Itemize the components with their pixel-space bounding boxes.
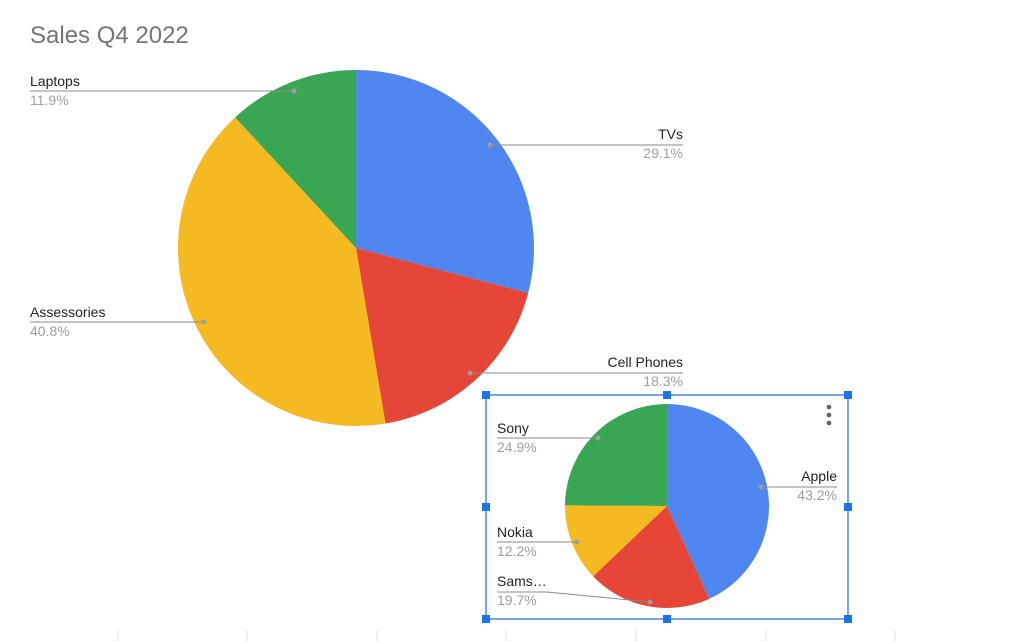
leader-line-sams: [497, 591, 651, 603]
slice-label-nokia: Nokia: [497, 524, 533, 540]
pie-slice-cell-phones[interactable]: [356, 248, 529, 424]
pie-slice-assessories[interactable]: [178, 117, 386, 426]
slice-percent-assessories: 40.8%: [30, 323, 70, 339]
slice-percent-sony: 24.9%: [497, 439, 537, 455]
pie-slice-nokia[interactable]: [564, 505, 667, 577]
more-vert-icon[interactable]: [826, 404, 832, 426]
slice-label-laptops: Laptops: [30, 73, 80, 89]
sheet-grid-ticks: [117, 630, 896, 641]
slice-label-apple: Apple: [801, 468, 837, 484]
resize-handle-top[interactable]: [663, 391, 671, 399]
slice-label-assessories: Assessories: [30, 304, 105, 320]
pie-slice-tvs[interactable]: [356, 70, 534, 294]
pie-slice-apple[interactable]: [667, 404, 770, 599]
resize-handle-top-right[interactable]: [844, 391, 852, 399]
leader-dot-assessories: [201, 319, 207, 325]
leader-dot-laptops: [291, 88, 297, 94]
slice-label-cell-phones: Cell Phones: [608, 354, 684, 370]
pie-slice-sony[interactable]: [565, 404, 667, 506]
slice-percent-cell-phones: 18.3%: [643, 373, 683, 389]
resize-handle-right[interactable]: [844, 503, 852, 511]
resize-handle-top-left[interactable]: [482, 391, 490, 399]
slice-percent-tvs: 29.1%: [643, 145, 683, 161]
leader-dot-cell-phones: [467, 370, 473, 376]
resize-handle-bottom-left[interactable]: [482, 615, 490, 623]
chart-title: Sales Q4 2022: [30, 22, 189, 49]
leader-dot-apple: [758, 484, 764, 490]
resize-handle-bottom[interactable]: [663, 615, 671, 623]
slice-percent-laptops: 11.9%: [30, 92, 69, 108]
slice-percent-sams: 19.7%: [497, 592, 537, 608]
slice-label-sams: Sams…: [497, 573, 547, 589]
leader-dot-nokia: [574, 539, 580, 545]
pie-slice-laptops[interactable]: [235, 70, 356, 248]
leader-dot-sony: [595, 435, 601, 441]
sales-pie-chart[interactable]: TVs 29.1% Cell Phones 18.3% Assessories 40.8%…: [30, 70, 683, 426]
leader-dot-tvs: [487, 142, 493, 148]
resize-handle-bottom-right[interactable]: [844, 615, 852, 623]
leader-dot-sams: [647, 599, 653, 605]
slice-label-sony: Sony: [497, 420, 529, 436]
slice-label-tvs: TVs: [658, 126, 683, 142]
slice-percent-nokia: 12.2%: [497, 543, 537, 559]
selected-chart-frame[interactable]: [482, 391, 852, 623]
brand-pie-chart[interactable]: Apple 43.2% Sams… 19.7% Nokia 12.2% Sony 24.9%: [497, 404, 837, 608]
pie-slice-sams[interactable]: [593, 506, 710, 608]
slice-percent-apple: 43.2%: [797, 487, 837, 503]
resize-handle-left[interactable]: [482, 503, 490, 511]
